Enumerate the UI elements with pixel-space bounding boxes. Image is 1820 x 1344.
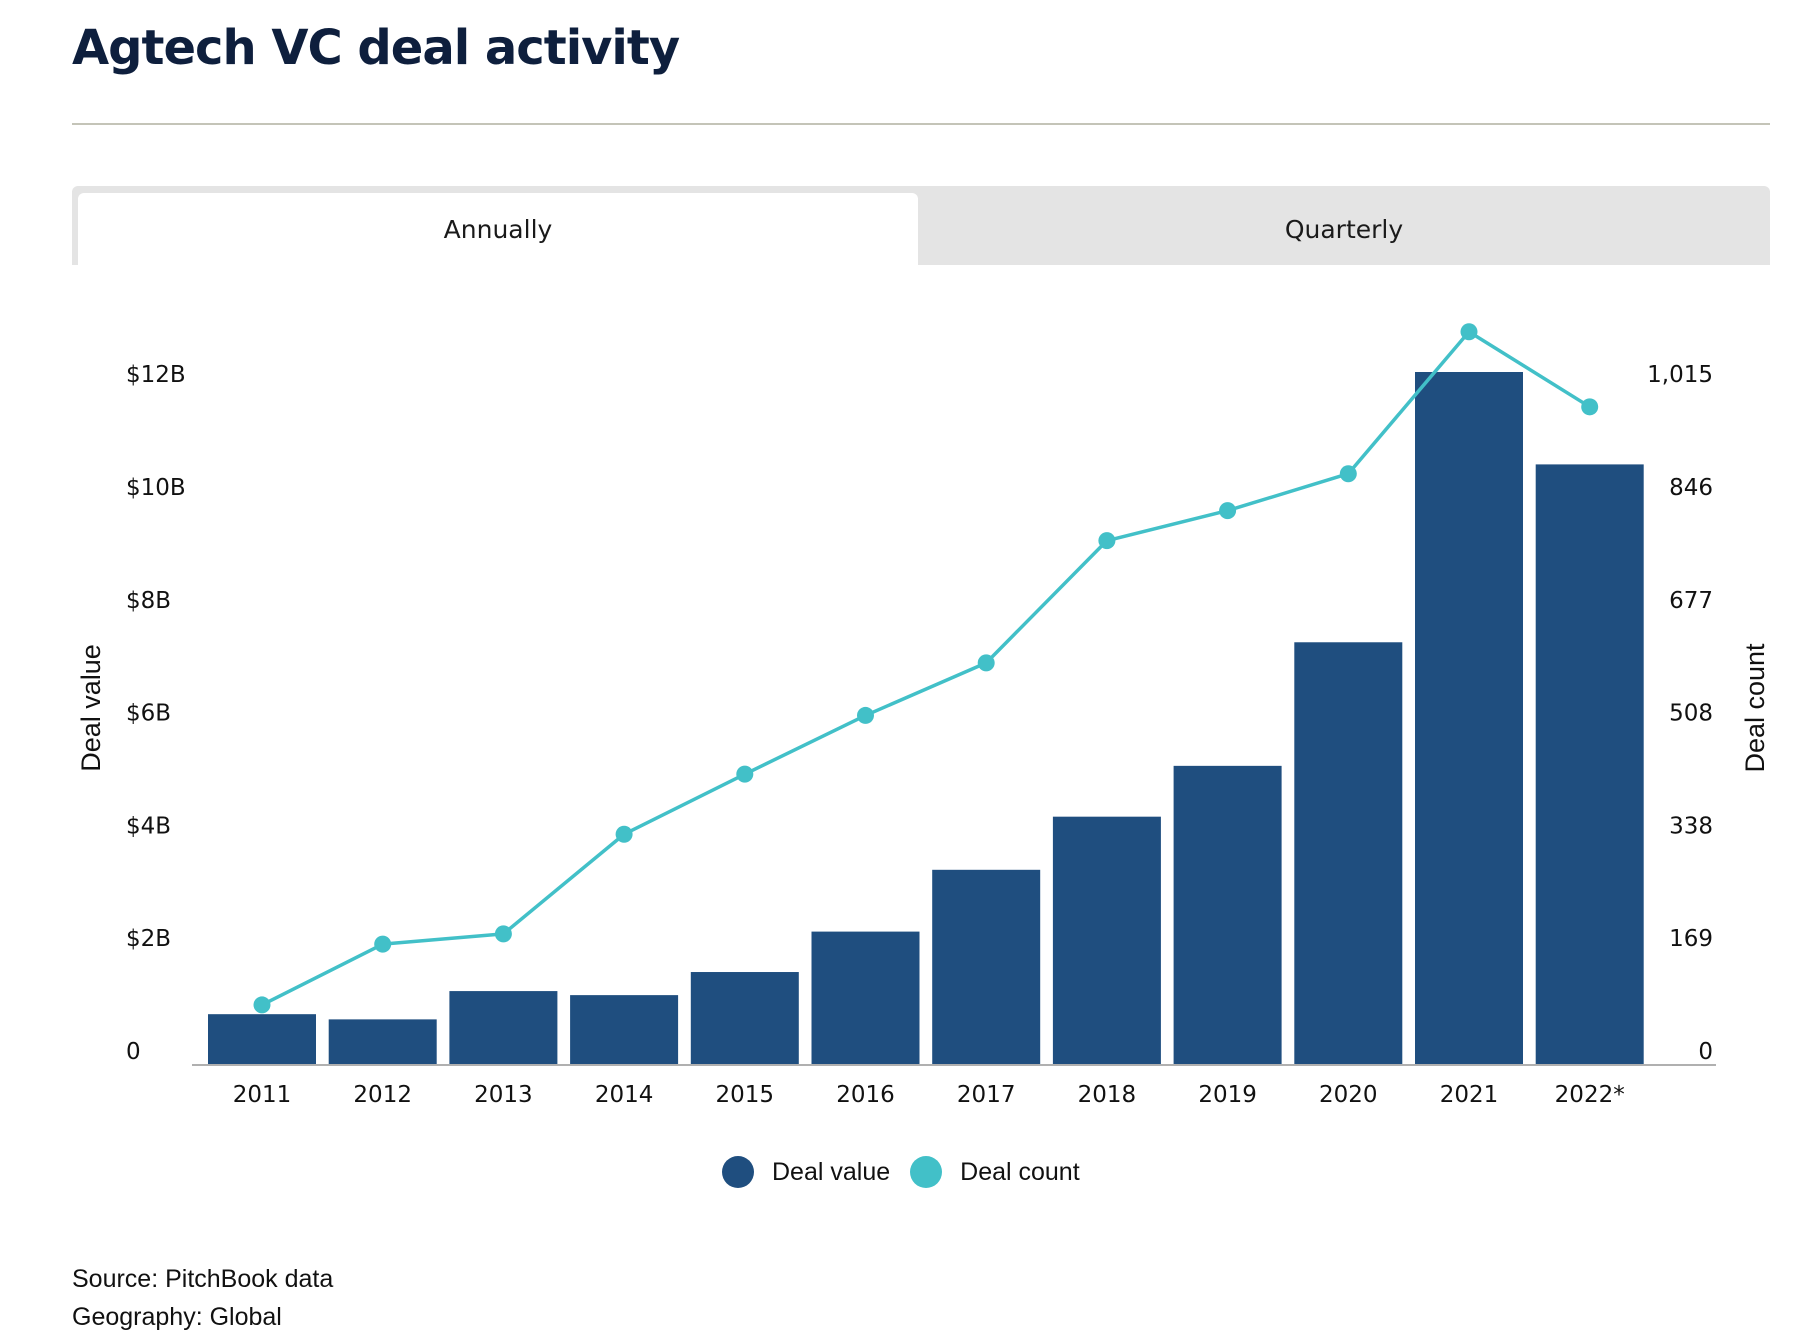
left-tick-label: $6B bbox=[126, 701, 171, 727]
title-divider bbox=[72, 123, 1770, 125]
deal-count-point[interactable] bbox=[977, 654, 995, 672]
deal-value-bar[interactable] bbox=[690, 972, 799, 1065]
deal-count-line bbox=[261, 329, 1591, 1007]
deal-value-bar[interactable] bbox=[1052, 816, 1161, 1065]
deal-value-bar[interactable] bbox=[1294, 642, 1403, 1065]
deal-count-point[interactable] bbox=[494, 925, 512, 943]
x-tick-label: 2020 bbox=[1319, 1082, 1378, 1108]
deal-count-series bbox=[253, 323, 1599, 1014]
deal-value-bar[interactable] bbox=[1415, 372, 1523, 1065]
view-tabs: Annually Quarterly bbox=[72, 186, 1770, 265]
deal-count-point[interactable] bbox=[253, 996, 271, 1014]
tab-annually[interactable]: Annually bbox=[78, 193, 918, 265]
deal-value-bar[interactable] bbox=[449, 991, 558, 1065]
left-tick-label: $12B bbox=[126, 362, 186, 388]
tab-quarterly[interactable]: Quarterly bbox=[1284, 214, 1404, 244]
page-title: Agtech VC deal activity bbox=[72, 20, 680, 76]
right-tick-label: 169 bbox=[1669, 926, 1713, 952]
x-tick-label: 2019 bbox=[1198, 1082, 1257, 1108]
deal-value-bar[interactable] bbox=[1535, 464, 1644, 1065]
legend-item-deal-count[interactable]: Deal count bbox=[910, 1156, 1080, 1188]
deal-count-point[interactable] bbox=[857, 706, 874, 724]
right-axis-ticks: 0 169 338 508 677 846 1,015 bbox=[1647, 362, 1713, 1065]
left-tick-label: 0 bbox=[126, 1039, 141, 1065]
deal-count-point[interactable] bbox=[1098, 532, 1116, 550]
geography-text: Geography: Global bbox=[72, 1303, 282, 1331]
x-axis-ticks: 2011 2012 2013 2014 2015 2016 2017 2018 2019 2020… bbox=[233, 1082, 1625, 1108]
left-tick-label: $8B bbox=[126, 588, 171, 614]
left-tick-label: $4B bbox=[126, 813, 171, 839]
legend-label-deal-value: Deal value bbox=[772, 1157, 891, 1186]
legend-item-deal-value[interactable]: Deal value bbox=[722, 1156, 890, 1188]
deal-count-point[interactable] bbox=[1460, 323, 1478, 341]
right-axis-title: Deal count bbox=[1740, 643, 1770, 773]
right-tick-label: 1,015 bbox=[1647, 362, 1713, 388]
deal-value-bar[interactable] bbox=[328, 1019, 437, 1065]
deal-value-bar[interactable] bbox=[811, 931, 920, 1065]
left-tick-label: $10B bbox=[126, 475, 186, 501]
legend-label-deal-count: Deal count bbox=[960, 1157, 1080, 1186]
right-tick-label: 508 bbox=[1669, 701, 1713, 727]
deal-count-point[interactable] bbox=[1219, 502, 1237, 520]
right-tick-label: 338 bbox=[1669, 813, 1713, 839]
deal-activity-chart: 0 $2B $4B $6B $8B $10B $12B 0 169 338 508 677 846 1,… bbox=[76, 323, 1770, 1108]
deal-value-bar[interactable] bbox=[570, 995, 679, 1065]
right-tick-label: 677 bbox=[1669, 588, 1713, 614]
deal-count-point[interactable] bbox=[615, 825, 633, 843]
deal-count-point[interactable] bbox=[1339, 465, 1357, 483]
x-tick-label: 2013 bbox=[474, 1082, 533, 1108]
source-note: Source: PitchBook data Geography: Global bbox=[72, 1260, 333, 1336]
left-axis-title: Deal value bbox=[76, 644, 106, 772]
deal-value-swatch-icon bbox=[722, 1156, 754, 1188]
x-tick-label: 2017 bbox=[957, 1082, 1016, 1108]
deal-count-point[interactable] bbox=[736, 765, 754, 783]
x-tick-label: 2016 bbox=[836, 1082, 895, 1108]
left-axis-ticks: 0 $2B $4B $6B $8B $10B $12B bbox=[126, 362, 186, 1065]
source-text: Source: PitchBook data bbox=[72, 1265, 334, 1293]
deal-value-bars bbox=[208, 372, 1644, 1065]
deal-count-swatch-icon bbox=[910, 1156, 943, 1188]
deal-count-point[interactable] bbox=[1581, 398, 1599, 416]
deal-value-bar[interactable] bbox=[208, 1014, 316, 1065]
deal-value-bar[interactable] bbox=[1173, 765, 1282, 1065]
x-tick-label: 2022* bbox=[1555, 1082, 1625, 1108]
x-tick-label: 2018 bbox=[1078, 1082, 1137, 1108]
deal-value-bar[interactable] bbox=[932, 869, 1041, 1065]
right-tick-label: 846 bbox=[1669, 475, 1713, 501]
left-tick-label: $2B bbox=[126, 926, 171, 952]
right-tick-label: 0 bbox=[1698, 1039, 1713, 1065]
x-tick-label: 2012 bbox=[353, 1082, 412, 1108]
x-tick-label: 2021 bbox=[1440, 1082, 1499, 1108]
deal-count-point[interactable] bbox=[374, 935, 392, 953]
x-tick-label: 2011 bbox=[233, 1082, 292, 1108]
x-tick-label: 2014 bbox=[595, 1082, 654, 1108]
x-tick-label: 2015 bbox=[716, 1082, 775, 1108]
chart-legend: Deal value Deal count bbox=[722, 1156, 1100, 1188]
